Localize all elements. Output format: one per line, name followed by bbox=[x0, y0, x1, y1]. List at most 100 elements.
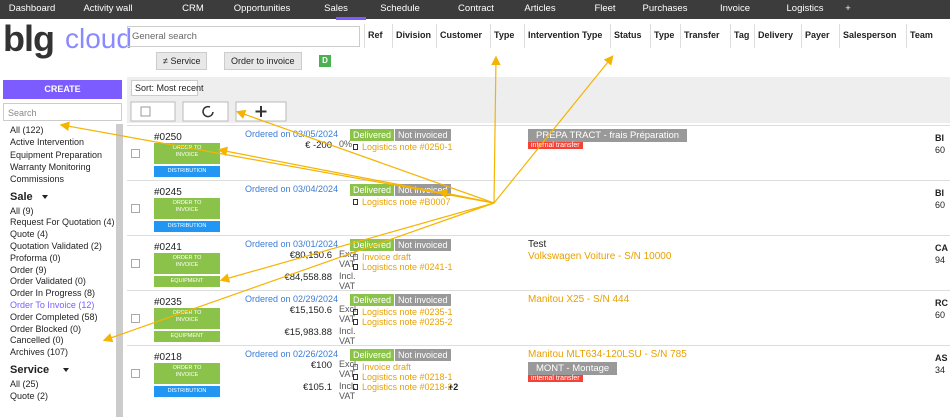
column-header[interactable]: Ref bbox=[368, 30, 383, 40]
sidebar-item[interactable]: All (25) bbox=[10, 378, 39, 389]
nav-item[interactable]: Contract bbox=[458, 3, 494, 14]
row-checkbox[interactable] bbox=[131, 369, 140, 378]
row-tag: ORDER TO INVOICE bbox=[154, 253, 220, 274]
filter-label: Order to invoice bbox=[231, 56, 295, 66]
column-header[interactable]: Payer bbox=[805, 30, 830, 40]
customer: AS bbox=[935, 353, 948, 363]
sidebar-item[interactable]: Warranty Monitoring bbox=[10, 161, 91, 172]
nav-item[interactable]: Logistics bbox=[786, 3, 824, 14]
sidebar-section[interactable]: Sale bbox=[10, 190, 33, 203]
sidebar-item[interactable]: Quote (2) bbox=[10, 390, 49, 401]
sidebar-item[interactable]: Cancelled (0) bbox=[10, 335, 64, 346]
nav-item[interactable]: Invoice bbox=[719, 3, 751, 14]
column-header[interactable]: Intervention Type bbox=[528, 30, 603, 40]
nav-item[interactable]: Dashboard bbox=[8, 3, 56, 14]
sidebar-item[interactable]: All (122) bbox=[10, 125, 44, 135]
ref[interactable]: #0218 bbox=[154, 352, 182, 363]
nav-item[interactable]: Opportunities bbox=[233, 3, 291, 14]
doc-icon bbox=[353, 144, 358, 150]
doc-icon bbox=[353, 364, 358, 370]
row-checkbox[interactable] bbox=[131, 314, 140, 323]
doc-link[interactable]: Logistics note #B0007 bbox=[362, 197, 451, 207]
customer: CA bbox=[935, 243, 948, 253]
search-box[interactable]: General search bbox=[127, 26, 360, 47]
doc-link[interactable]: Logistics note #0235-2 bbox=[362, 317, 453, 327]
row-tag: DISTRIBUTION bbox=[154, 386, 220, 397]
sidebar-item[interactable]: Quotation Validated (2) bbox=[10, 240, 102, 251]
doc-link[interactable]: Logistics note #0250-1 bbox=[362, 142, 453, 152]
doc-icon bbox=[353, 319, 358, 325]
sidebar-item[interactable]: Archives (107) bbox=[10, 347, 69, 358]
machine-link[interactable]: Manitou MLT634-120LSU - S/N 785 bbox=[528, 349, 687, 360]
amount: €105.1 bbox=[302, 382, 332, 393]
filter-chip[interactable]: ≠ Service bbox=[156, 52, 208, 70]
doc-link[interactable]: Logistics note #0235-1 bbox=[362, 307, 453, 317]
machine-link[interactable]: Manitou X25 - S/N 444 bbox=[528, 294, 630, 305]
sidebar-item[interactable]: Quote (4) bbox=[10, 229, 49, 240]
customer: RC bbox=[935, 298, 948, 308]
row-checkbox[interactable] bbox=[131, 259, 140, 268]
sidebar-search[interactable]: Search bbox=[3, 103, 122, 121]
nav-item[interactable]: Purchases bbox=[642, 3, 688, 14]
sidebar-item[interactable]: Proforma (0) bbox=[10, 252, 61, 263]
ref[interactable]: #0250 bbox=[154, 132, 182, 143]
doc-link[interactable]: Invoice draft bbox=[362, 362, 412, 372]
ordered-date: Ordered on 02/29/2024 bbox=[245, 294, 339, 304]
nav-item[interactable]: Schedule bbox=[380, 3, 420, 14]
row-tag: ORDER TO INVOICE bbox=[154, 308, 220, 329]
status-badge: Not invoiced bbox=[395, 129, 451, 141]
row-separator bbox=[127, 345, 950, 346]
column-header[interactable]: Delivery bbox=[758, 30, 794, 40]
sidebar-item[interactable]: Equipment Preparation bbox=[10, 149, 103, 160]
nav-item[interactable]: Activity wall bbox=[83, 3, 133, 14]
machine-link[interactable]: Volkswagen Voiture - S/N 10000 bbox=[528, 251, 672, 262]
column-separator bbox=[754, 24, 755, 48]
column-header[interactable]: Type bbox=[494, 30, 515, 40]
column-header[interactable]: Transfer bbox=[684, 30, 720, 40]
doc-link[interactable]: Logistics note #0241-1 bbox=[362, 262, 453, 272]
sidebar-item[interactable]: Order Validated (0) bbox=[10, 276, 86, 287]
caret bbox=[42, 194, 48, 202]
docs-more[interactable]: +2 bbox=[448, 382, 459, 392]
sidebar-item[interactable]: Order To Invoice (12) bbox=[10, 299, 95, 310]
doc-link[interactable]: Logistics note #0218-2 bbox=[362, 382, 453, 392]
create-button[interactable]: CREATE bbox=[3, 80, 122, 99]
ref[interactable]: #0245 bbox=[154, 187, 182, 198]
column-separator bbox=[392, 24, 393, 48]
ref[interactable]: #0235 bbox=[154, 297, 182, 308]
column-separator bbox=[610, 24, 611, 48]
column-header[interactable]: Customer bbox=[440, 30, 483, 40]
column-header[interactable]: Division bbox=[396, 30, 432, 40]
sidebar-item[interactable]: Active Intervention bbox=[10, 137, 85, 148]
row-tag: EQUIPMENT bbox=[154, 276, 220, 287]
customer: 60 bbox=[935, 200, 946, 210]
nav-item[interactable]: CRM bbox=[182, 3, 204, 14]
column-header[interactable]: Team bbox=[910, 30, 933, 40]
row-checkbox[interactable] bbox=[131, 204, 140, 213]
sidebar-item[interactable]: Request For Quotation (4) bbox=[10, 217, 115, 228]
nav-item[interactable]: Articles bbox=[524, 3, 556, 14]
sidebar-item[interactable]: Order Blocked (0) bbox=[10, 323, 82, 334]
column-header[interactable]: Tag bbox=[734, 30, 750, 40]
doc-link[interactable]: Invoice draft bbox=[362, 252, 412, 262]
row-checkbox[interactable] bbox=[131, 149, 140, 158]
sidebar-item[interactable]: Order Completed (58) bbox=[10, 311, 98, 322]
sidebar-item[interactable]: Order (9) bbox=[10, 264, 47, 275]
sort-select[interactable]: Sort: Most recent bbox=[131, 80, 204, 96]
column-header[interactable]: Type bbox=[654, 30, 675, 40]
row-separator bbox=[127, 290, 950, 291]
column-header[interactable]: Salesperson bbox=[843, 30, 897, 40]
filter-chip[interactable]: Order to invoice bbox=[224, 52, 302, 70]
column-header[interactable]: Status bbox=[614, 30, 642, 40]
column-separator bbox=[650, 24, 651, 48]
ref[interactable]: #0241 bbox=[154, 242, 182, 253]
nav-item[interactable]: Fleet bbox=[594, 3, 616, 14]
sidebar-item[interactable]: Commissions bbox=[10, 174, 65, 185]
sidebar-item[interactable]: Order In Progress (8) bbox=[10, 288, 96, 299]
sidebar-item[interactable]: All (9) bbox=[10, 205, 34, 216]
status-badge: Delivered bbox=[350, 184, 395, 196]
nav-item[interactable]: Sales bbox=[324, 3, 348, 14]
sidebar-section[interactable]: Service bbox=[10, 363, 50, 376]
nav-item[interactable]: + bbox=[845, 3, 851, 14]
doc-link[interactable]: Logistics note #0218-1 bbox=[362, 372, 453, 382]
